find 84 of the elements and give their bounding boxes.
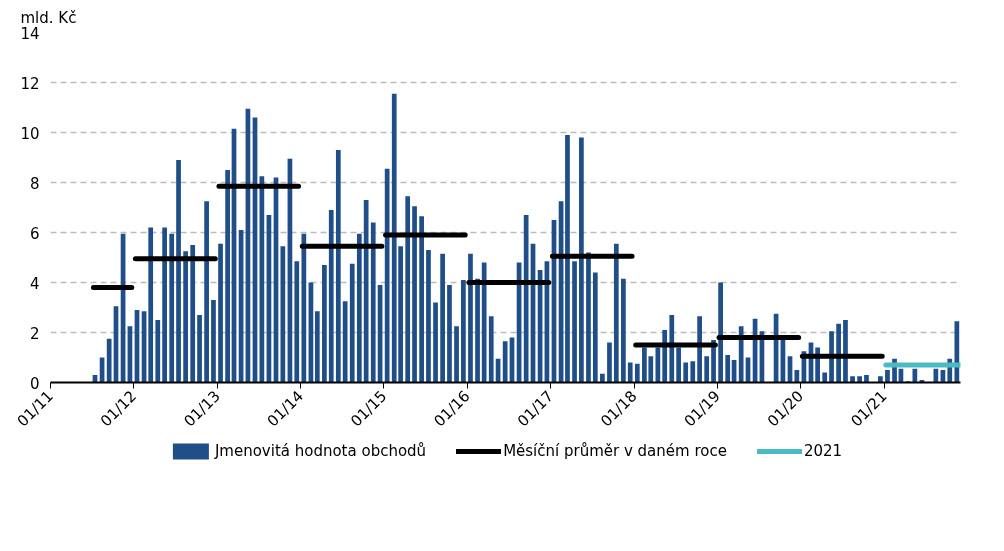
bar xyxy=(634,363,640,383)
bar xyxy=(822,372,828,383)
y-tick-label: 2 xyxy=(29,324,40,343)
bar xyxy=(481,262,487,383)
bar xyxy=(176,160,181,383)
bar xyxy=(627,362,633,383)
bar xyxy=(349,263,355,383)
bar xyxy=(655,347,661,383)
bar xyxy=(419,216,424,383)
bar xyxy=(433,302,438,383)
bar xyxy=(468,253,473,383)
bar xyxy=(676,347,681,383)
bar xyxy=(440,253,445,383)
bar xyxy=(933,368,939,383)
bar xyxy=(197,315,202,383)
bar xyxy=(294,261,300,383)
bar xyxy=(405,196,411,383)
bar xyxy=(690,361,696,383)
bar xyxy=(738,326,744,383)
bar xyxy=(572,261,577,383)
bar xyxy=(502,341,508,383)
bar xyxy=(412,206,417,383)
bar xyxy=(794,370,800,383)
bar xyxy=(169,233,175,383)
bar xyxy=(592,272,598,383)
bar xyxy=(204,201,209,383)
bar xyxy=(218,243,223,383)
y-axis-title: mld. Kč xyxy=(20,8,77,27)
bar xyxy=(836,323,841,383)
bar xyxy=(335,150,341,383)
bar xyxy=(190,245,196,383)
bar xyxy=(301,233,307,383)
bar xyxy=(586,252,591,383)
legend-label: Měsíční průměr v daném roce xyxy=(503,442,727,460)
bar xyxy=(579,137,584,383)
bar xyxy=(461,280,466,383)
bar xyxy=(148,227,154,383)
bar xyxy=(454,326,459,383)
bar xyxy=(683,362,689,383)
bar xyxy=(565,135,570,383)
bar xyxy=(447,285,452,383)
bar xyxy=(912,368,918,383)
y-tick-label: 12 xyxy=(20,74,40,93)
bar xyxy=(662,330,668,383)
bar xyxy=(669,315,675,383)
bar xyxy=(718,282,723,383)
bar xyxy=(259,176,265,383)
bar xyxy=(280,246,286,383)
bar xyxy=(523,215,529,383)
bar xyxy=(225,170,230,383)
bar xyxy=(704,356,710,383)
bar xyxy=(363,200,369,383)
bar xyxy=(829,331,834,383)
bar xyxy=(162,227,167,383)
bar xyxy=(183,251,188,383)
y-tick-label: 0 xyxy=(29,374,40,393)
bar xyxy=(356,233,362,383)
bar xyxy=(384,168,390,383)
bar xyxy=(697,316,702,383)
bar xyxy=(475,278,480,383)
y-tick-label: 14 xyxy=(20,24,40,43)
bar xyxy=(328,210,334,383)
y-tick-label: 4 xyxy=(29,274,40,293)
bar xyxy=(843,320,848,383)
y-tick-label: 10 xyxy=(20,124,40,143)
bar xyxy=(370,222,376,383)
bar xyxy=(954,321,960,383)
bar xyxy=(426,250,431,383)
bar xyxy=(106,338,112,383)
bar xyxy=(885,370,890,383)
bar xyxy=(613,243,619,383)
bar xyxy=(155,320,161,383)
bar xyxy=(607,342,612,383)
bar xyxy=(211,300,216,383)
y-tick-label: 6 xyxy=(29,224,40,243)
bar xyxy=(488,316,494,383)
legend-label: Jmenovitá hodnota obchodů xyxy=(214,442,427,460)
legend-label: 2021 xyxy=(803,442,843,460)
bar xyxy=(342,301,348,383)
bar xyxy=(725,355,731,383)
y-tick-label: 8 xyxy=(29,174,40,193)
bar xyxy=(621,278,626,383)
bar xyxy=(314,311,320,383)
bar xyxy=(322,265,327,383)
